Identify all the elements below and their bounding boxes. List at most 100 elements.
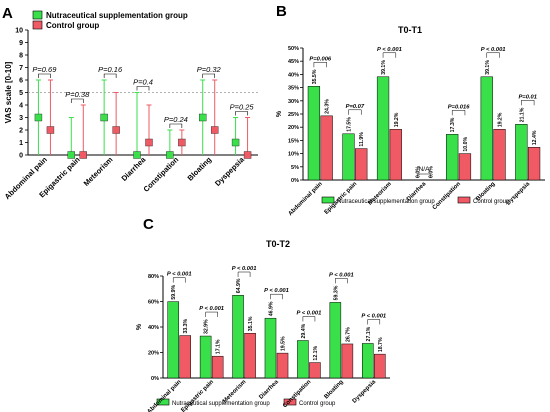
b-pvalue-bracket <box>313 62 327 68</box>
c-data-label: 19.5% <box>281 336 287 351</box>
c-pvalue-bracket <box>172 277 186 283</box>
c-pvalue-bracket <box>270 293 283 300</box>
b-y-tick-label: 35% <box>288 86 299 92</box>
c-y-axis-label: % <box>136 323 143 330</box>
legend-c-control-swatch <box>283 398 297 406</box>
b-pvalue-bracket <box>486 52 500 58</box>
b-bar <box>355 148 368 181</box>
a-category-label: Diarrhea <box>120 154 148 182</box>
b-pvalue-label: N/A <box>419 166 431 173</box>
c-pvalue-bracket <box>302 316 316 322</box>
c-y-tick-label: 40% <box>148 325 159 331</box>
a-pvalue-label: P=0.16 <box>98 65 123 74</box>
a-y-tick-label: 10 <box>15 28 23 35</box>
a-median-marker <box>231 138 240 147</box>
a-category-label: Bloating <box>186 155 214 183</box>
panel-b-title: T0-T1 <box>398 25 422 35</box>
c-data-label: 64.9% <box>236 278 242 293</box>
a-median-marker <box>178 138 186 147</box>
c-pvalue-label: P < 0.001 <box>297 311 322 317</box>
b-pvalue-label: P < 0.001 <box>481 47 506 53</box>
c-bar <box>297 340 309 379</box>
c-bar <box>362 343 374 379</box>
c-pvalue-label: P < 0.001 <box>361 313 386 319</box>
c-y-tick-label: 80% <box>148 274 159 280</box>
a-pvalue-bracket <box>202 73 216 78</box>
b-data-label: 24.3% <box>325 99 331 114</box>
c-pvalue-bracket <box>205 311 218 318</box>
panel-a-letter: A <box>2 5 13 22</box>
a-category-label: Constipation <box>142 155 181 194</box>
a-median-marker <box>34 113 43 122</box>
b-bar <box>342 133 355 181</box>
c-pvalue-label: P < 0.001 <box>264 288 289 294</box>
b-data-label: 10.0% <box>463 137 469 152</box>
b-pvalue-bracket <box>451 110 466 116</box>
b-pvalue-label: P=0.006 <box>309 56 332 62</box>
a-pvalue-label: P=0.4 <box>133 78 153 87</box>
a-pvalue-bracket <box>235 111 248 116</box>
a-pvalue-bracket <box>70 98 84 103</box>
c-category-label: Bloating <box>324 379 345 400</box>
b-data-label: 19.2% <box>498 112 504 127</box>
a-pvalue-label: P=0.24 <box>164 115 188 124</box>
c-data-label: 29.4% <box>301 323 307 338</box>
c-pvalue-label: P < 0.001 <box>199 306 224 312</box>
a-y-tick-label: 5 <box>19 90 23 97</box>
c-bar <box>232 295 244 379</box>
a-y-tick-label: 9 <box>19 40 23 47</box>
c-data-label: 46.9% <box>268 301 274 316</box>
legend-c-supplement-swatch <box>156 398 170 406</box>
c-data-label: 32.9% <box>204 319 210 334</box>
b-y-tick-label: 30% <box>288 99 299 105</box>
b-bar <box>493 129 506 181</box>
c-data-label: 12.1% <box>313 345 319 360</box>
c-bar <box>329 302 342 379</box>
c-data-label: 17.1% <box>216 339 222 354</box>
a-pvalue-label: P=0.32 <box>197 65 222 74</box>
a-median-marker <box>211 126 219 134</box>
legend-b-supplement-swatch <box>321 196 335 204</box>
a-pvalue-bracket <box>169 123 183 128</box>
panel-b-plot: 0% 5% 10% 15% 20% 25% 30% 35% 40% 45% 50%% 35.5% 24.… <box>276 46 545 217</box>
a-y-tick-label: 0 <box>19 153 23 160</box>
a-pvalue-bracket <box>136 86 150 91</box>
b-y-tick-label: 40% <box>288 72 299 78</box>
c-pvalue-label: P < 0.001 <box>167 272 192 278</box>
b-pvalue-label: P=0.01 <box>518 94 537 100</box>
a-median-marker <box>100 113 108 122</box>
legend-a-supplement-label: Nutraceutical supplementation group <box>46 11 188 20</box>
b-category-label: Abdominal pain <box>288 181 324 217</box>
c-bar <box>179 335 191 379</box>
b-y-tick-label: 45% <box>288 59 299 65</box>
a-y-tick-label: 8 <box>19 53 23 60</box>
a-median-marker <box>46 126 55 134</box>
c-data-label: 26.7% <box>345 327 351 342</box>
b-y-tick-label: 0% <box>291 178 299 184</box>
c-bar <box>264 317 277 379</box>
legend-c-control-label: Control group <box>299 401 336 407</box>
panel-c-letter: C <box>143 216 154 233</box>
b-y-tick-label: 25% <box>288 112 299 118</box>
b-data-label: 19.2% <box>394 112 400 127</box>
c-category-label: Dyspepsia <box>352 379 378 405</box>
c-pvalue-label: P < 0.001 <box>232 266 257 272</box>
a-y-tick-label: 6 <box>19 78 23 85</box>
b-data-label: 11.9% <box>359 132 365 147</box>
c-bar <box>199 335 212 379</box>
b-data-label: 0.0% <box>428 166 434 178</box>
panel-c-legend: Nutraceutical supplementation group Cont… <box>156 398 336 407</box>
legend-a-control-swatch <box>32 20 43 30</box>
b-y-axis-label: % <box>276 110 283 117</box>
a-pvalue-bracket <box>103 73 117 78</box>
b-pvalue-bracket <box>348 109 362 115</box>
b-data-label: 39.1% <box>381 60 387 75</box>
b-data-label: 39.1% <box>485 60 491 75</box>
c-y-tick-label: 20% <box>148 351 159 357</box>
b-data-label: 17.3% <box>450 117 456 132</box>
b-bar <box>480 76 493 181</box>
a-median-marker <box>145 138 153 147</box>
b-data-label: 35.5% <box>312 69 318 84</box>
c-y-tick-label: 60% <box>148 300 159 306</box>
